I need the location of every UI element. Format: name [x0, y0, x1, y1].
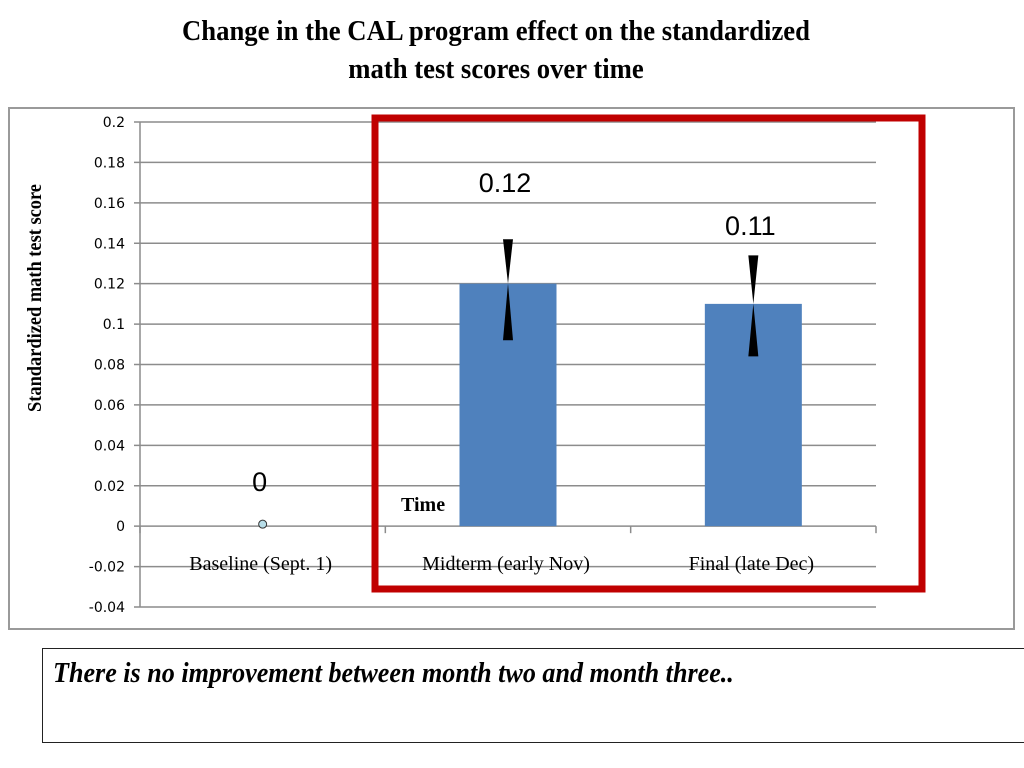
data-label: 0 [252, 467, 267, 497]
y-tick-label: 0.02 [94, 479, 125, 495]
y-tick-label: 0.16 [94, 196, 125, 212]
x-axis-title: Time [401, 494, 445, 516]
x-category-label: Baseline (Sept. 1) [189, 553, 332, 575]
y-tick-label: 0.1 [103, 317, 125, 333]
error-bar-lower [503, 283, 513, 341]
bar-chart: -0.04 -0.02 0 0.02 0.04 0.06 0.08 0.1 0.12 0.14 0.… [24, 114, 926, 616]
error-bar-lower [748, 303, 759, 357]
data-label: 0.11 [725, 211, 776, 241]
y-tick-label: -0.02 [89, 560, 125, 576]
error-bar-upper [748, 255, 759, 304]
chart-title: Change in the CAL program effect on the … [40, 12, 953, 88]
y-tick-label: 0.12 [94, 277, 125, 293]
highlight-box [371, 114, 926, 593]
y-tick-label: 0.08 [94, 358, 125, 374]
y-tick-label: 0 [116, 519, 125, 535]
y-tick-label: 0.04 [94, 438, 125, 454]
y-axis-title: Standardized math test score [24, 184, 46, 412]
y-tick-label: 0.06 [94, 398, 125, 414]
x-category-label: Midterm (early Nov) [422, 553, 590, 575]
data-label: 0.12 [479, 168, 532, 198]
note-text: There is no improvement between month tw… [53, 657, 734, 689]
data-point [258, 519, 268, 529]
y-tick-label: 0.2 [103, 115, 125, 131]
y-tick-label: 0.18 [94, 155, 125, 171]
x-category-label: Final (late Dec) [689, 553, 815, 575]
y-tick-label: 0.14 [94, 236, 125, 252]
y-tick-label: -0.04 [89, 600, 125, 616]
note-box: There is no improvement between month tw… [42, 648, 1024, 743]
error-bar-upper [503, 239, 513, 284]
chart-title-line-2: math test scores over time [348, 53, 644, 85]
chart-title-line-1: Change in the CAL program effect on the … [182, 15, 810, 47]
